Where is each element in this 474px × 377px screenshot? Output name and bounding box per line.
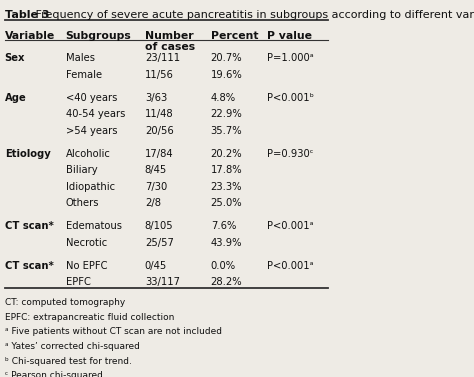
Text: 0/45: 0/45 bbox=[145, 261, 167, 271]
Text: 17.8%: 17.8% bbox=[211, 165, 242, 175]
Text: 20.7%: 20.7% bbox=[211, 53, 242, 63]
Text: Table 3: Table 3 bbox=[5, 10, 49, 20]
Text: 23.3%: 23.3% bbox=[211, 182, 242, 192]
Text: >54 years: >54 years bbox=[66, 126, 117, 136]
Text: Idiopathic: Idiopathic bbox=[66, 182, 115, 192]
Text: ᵃ Five patients without CT scan are not included: ᵃ Five patients without CT scan are not … bbox=[5, 327, 222, 336]
Text: Frequency of severe acute pancreatitis in subgroups according to different varia: Frequency of severe acute pancreatitis i… bbox=[32, 10, 474, 20]
Text: <40 years: <40 years bbox=[66, 93, 117, 103]
Text: 23/111: 23/111 bbox=[145, 53, 180, 63]
Text: 19.6%: 19.6% bbox=[211, 70, 243, 80]
Text: ᵇ Chi-squared test for trend.: ᵇ Chi-squared test for trend. bbox=[5, 357, 132, 366]
Text: Etiology: Etiology bbox=[5, 149, 50, 159]
Text: 4.8%: 4.8% bbox=[211, 93, 236, 103]
Text: ᵃ Yates’ corrected chi-squared: ᵃ Yates’ corrected chi-squared bbox=[5, 342, 139, 351]
Text: 20/56: 20/56 bbox=[145, 126, 173, 136]
Text: ᶜ Pearson chi-squared.: ᶜ Pearson chi-squared. bbox=[5, 371, 105, 377]
Text: EPFC: EPFC bbox=[66, 277, 91, 288]
Text: P=1.000ᵃ: P=1.000ᵃ bbox=[267, 53, 313, 63]
Text: 28.2%: 28.2% bbox=[211, 277, 242, 288]
Text: Age: Age bbox=[5, 93, 27, 103]
Text: 8/45: 8/45 bbox=[145, 165, 167, 175]
Text: P<0.001ᵃ: P<0.001ᵃ bbox=[267, 261, 313, 271]
Text: CT scan*: CT scan* bbox=[5, 261, 54, 271]
Text: 8/105: 8/105 bbox=[145, 221, 173, 231]
Text: Sex: Sex bbox=[5, 53, 25, 63]
Text: 7.6%: 7.6% bbox=[211, 221, 236, 231]
Text: Female: Female bbox=[66, 70, 102, 80]
Text: EPFC: extrapancreatic fluid collection: EPFC: extrapancreatic fluid collection bbox=[5, 313, 174, 322]
Text: 25.0%: 25.0% bbox=[211, 198, 242, 208]
Text: 40-54 years: 40-54 years bbox=[66, 109, 125, 119]
Text: 11/56: 11/56 bbox=[145, 70, 173, 80]
Text: P value: P value bbox=[267, 31, 312, 41]
Text: Males: Males bbox=[66, 53, 95, 63]
Text: 43.9%: 43.9% bbox=[211, 238, 242, 248]
Text: 7/30: 7/30 bbox=[145, 182, 167, 192]
Text: Percent: Percent bbox=[211, 31, 258, 41]
Text: Variable: Variable bbox=[5, 31, 55, 41]
Text: Others: Others bbox=[66, 198, 99, 208]
Text: CT scan*: CT scan* bbox=[5, 221, 54, 231]
Text: Number
of cases: Number of cases bbox=[145, 31, 195, 52]
Text: 17/84: 17/84 bbox=[145, 149, 173, 159]
Text: Biliary: Biliary bbox=[66, 165, 97, 175]
Text: Alcoholic: Alcoholic bbox=[66, 149, 110, 159]
Text: Necrotic: Necrotic bbox=[66, 238, 107, 248]
Text: No EPFC: No EPFC bbox=[66, 261, 107, 271]
Text: 2/8: 2/8 bbox=[145, 198, 161, 208]
Text: P=0.930ᶜ: P=0.930ᶜ bbox=[267, 149, 313, 159]
Text: P<0.001ᵇ: P<0.001ᵇ bbox=[267, 93, 314, 103]
Text: Subgroups: Subgroups bbox=[66, 31, 131, 41]
Text: 22.9%: 22.9% bbox=[211, 109, 243, 119]
Text: Edematous: Edematous bbox=[66, 221, 122, 231]
Text: P<0.001ᵃ: P<0.001ᵃ bbox=[267, 221, 313, 231]
Text: 11/48: 11/48 bbox=[145, 109, 173, 119]
Text: 0.0%: 0.0% bbox=[211, 261, 236, 271]
Text: 3/63: 3/63 bbox=[145, 93, 167, 103]
Text: 20.2%: 20.2% bbox=[211, 149, 242, 159]
Text: 25/57: 25/57 bbox=[145, 238, 173, 248]
Text: 35.7%: 35.7% bbox=[211, 126, 242, 136]
Text: CT: computed tomography: CT: computed tomography bbox=[5, 298, 125, 307]
Text: 33/117: 33/117 bbox=[145, 277, 180, 288]
